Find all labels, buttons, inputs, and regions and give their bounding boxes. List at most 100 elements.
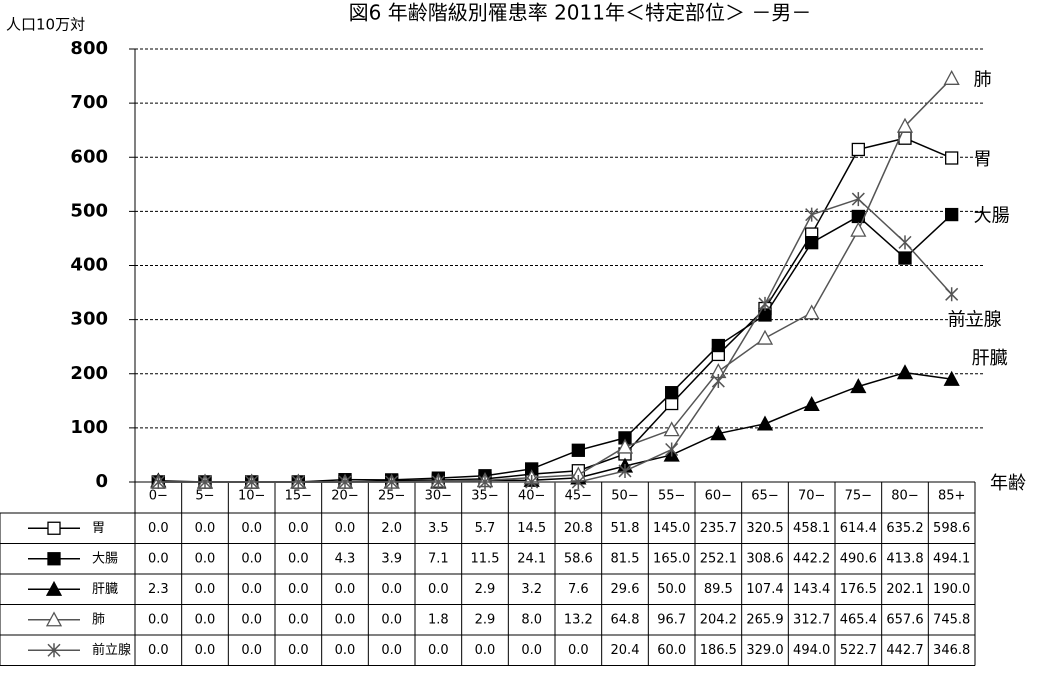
x-tick-label: 30− [425,489,452,504]
point [758,296,772,311]
point [711,338,725,353]
table-value: 329.0 [746,643,783,658]
table-value: 0.0 [148,551,169,566]
point [571,443,585,457]
table-value: 20.4 [611,643,640,658]
table-value: 235.7 [700,521,737,536]
table-value: 14.5 [517,521,546,536]
table-value: 0.0 [241,551,262,566]
point [198,475,212,489]
y-tick-label: 300 [70,309,108,330]
x-tick-label: 40− [518,489,545,504]
series-line [158,137,952,483]
table-value: 165.0 [653,551,690,566]
x-tick-label: 20− [331,489,358,504]
point [478,475,492,489]
table-value: 0.0 [428,582,449,597]
table-value: 186.5 [700,643,737,658]
point [850,378,867,394]
y-tick-label: 800 [70,38,108,59]
series-line [158,198,953,483]
table-value: 0.0 [381,612,402,627]
table-value: 413.8 [886,551,923,566]
table-value: 522.7 [840,643,877,658]
x-tick-label: 15− [285,489,312,504]
table-value: 3.9 [381,551,402,566]
legend-label: 肝臓 [92,582,118,597]
series-end-label: 肝臓 [972,348,1008,369]
table-value: 143.4 [793,582,830,597]
table-value: 252.1 [700,551,737,566]
table-value: 11.5 [471,551,500,566]
point [618,463,632,478]
y-tick-label: 600 [70,146,108,167]
table-value: 0.0 [288,521,309,536]
table-value: 51.8 [611,521,640,536]
table-value: 204.2 [700,612,737,627]
table-value: 1.8 [428,612,449,627]
point [850,221,867,237]
x-tick-label: 10− [238,489,265,504]
table-value: 2.9 [475,612,496,627]
table-value: 96.7 [657,612,686,627]
y-axis-label: 人口10万対 [6,16,85,34]
y-tick-label: 500 [70,200,108,221]
point [385,475,399,489]
series-line [158,371,952,483]
table-value: 0.0 [521,643,542,658]
table-value: 2.9 [475,582,496,597]
table-value: 176.5 [840,582,877,597]
table-value: 145.0 [653,521,690,536]
point [711,374,725,389]
point [571,475,585,489]
table-value: 0.0 [335,612,356,627]
table-value: 346.8 [933,643,970,658]
legend-marker [47,521,61,535]
point [803,396,820,412]
point [898,235,912,250]
x-tick-label: 85+ [938,489,965,504]
table-value: 308.6 [746,551,783,566]
table-value: 442.7 [886,643,923,658]
legend-label: 胃 [92,521,105,536]
series-line [158,77,953,483]
table-value: 0.0 [288,551,309,566]
point [945,287,959,302]
point [665,386,679,400]
point [898,251,912,265]
table-value: 7.1 [428,551,449,566]
table-value: 2.3 [148,582,169,597]
table-value: 0.0 [148,612,169,627]
point [805,236,819,250]
x-tick-label: 50− [611,489,638,504]
table-value: 8.0 [521,612,542,627]
table-value: 0.0 [195,551,216,566]
table-value: 0.0 [475,643,496,658]
point [851,142,865,157]
y-tick-label: 700 [70,92,108,113]
table-value: 3.5 [428,521,449,536]
table-value: 0.0 [241,612,262,627]
table-value: 0.0 [195,612,216,627]
legend-marker [45,580,63,596]
table-value: 3.2 [521,582,542,597]
point [803,304,820,320]
table-value: 657.6 [886,612,923,627]
point [151,475,165,489]
table-value: 745.8 [933,612,970,627]
table-value: 265.9 [746,612,783,627]
point [896,117,914,133]
y-tick-label: 200 [70,363,108,384]
x-tick-label: 70− [798,489,825,504]
x-tick-label: 65− [751,489,778,504]
table-value: 0.0 [148,521,169,536]
x-tick-label: 45− [565,489,592,504]
table-value: 312.7 [793,612,830,627]
point [896,364,914,380]
table-value: 81.5 [611,551,640,566]
point [663,421,680,437]
legend-label: 大腸 [92,551,118,566]
table-value: 0.0 [335,582,356,597]
point [805,207,819,222]
